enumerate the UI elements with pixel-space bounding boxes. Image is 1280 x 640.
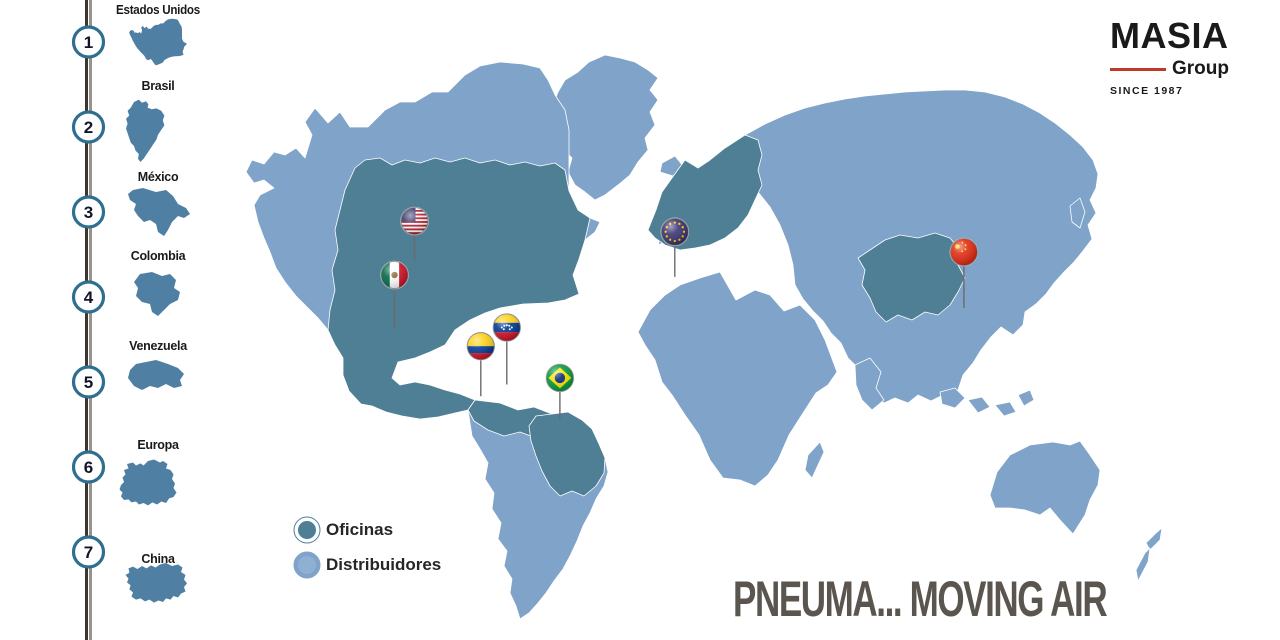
svg-text:México: México bbox=[138, 170, 179, 184]
svg-text:Colombia: Colombia bbox=[131, 249, 187, 263]
svg-text:6: 6 bbox=[84, 458, 93, 477]
svg-text:Venezuela: Venezuela bbox=[129, 339, 188, 353]
svg-text:1: 1 bbox=[84, 33, 93, 52]
svg-text:Brasil: Brasil bbox=[142, 79, 175, 93]
svg-text:5: 5 bbox=[84, 373, 93, 392]
svg-text:Distribuidores: Distribuidores bbox=[326, 555, 441, 574]
svg-text:4: 4 bbox=[84, 288, 94, 307]
svg-text:China: China bbox=[141, 552, 176, 566]
svg-text:Estados Unidos: Estados Unidos bbox=[116, 3, 200, 17]
svg-text:7: 7 bbox=[84, 543, 93, 562]
svg-text:Europa: Europa bbox=[137, 438, 180, 452]
svg-text:Oficinas: Oficinas bbox=[326, 520, 393, 539]
svg-text:3: 3 bbox=[84, 203, 93, 222]
svg-text:2: 2 bbox=[84, 118, 93, 137]
